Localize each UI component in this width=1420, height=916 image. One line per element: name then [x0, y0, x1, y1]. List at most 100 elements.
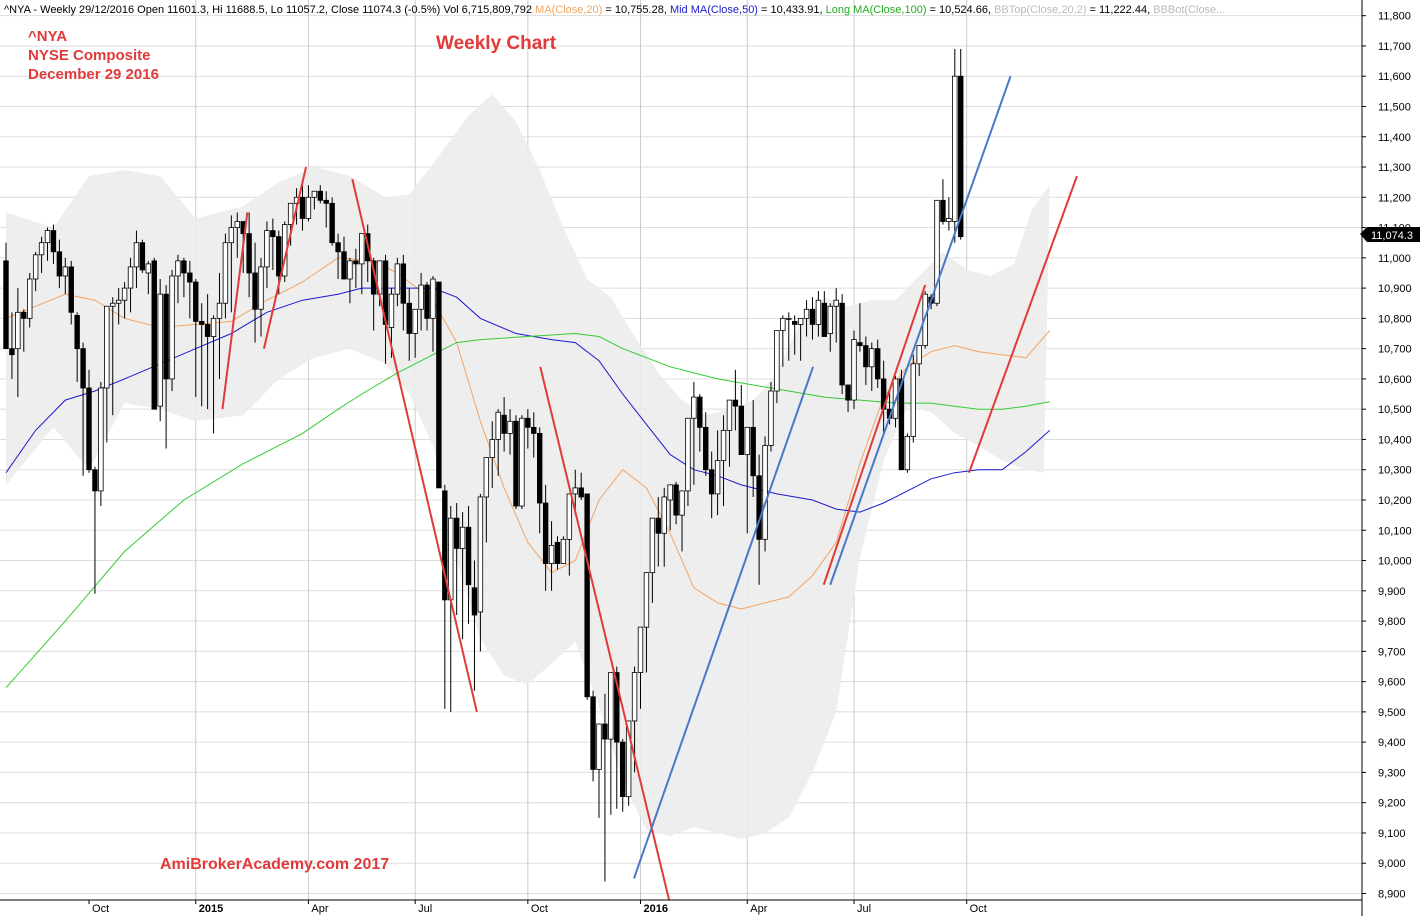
candle-body — [3, 260, 9, 350]
candle-body — [448, 517, 454, 601]
candle — [341, 236, 347, 280]
candle-body — [145, 263, 152, 274]
candle-body — [910, 363, 916, 437]
candle-body — [169, 275, 175, 380]
candle — [667, 484, 673, 531]
candle-body — [732, 399, 739, 407]
candle — [708, 451, 715, 519]
red-trendline — [221, 212, 249, 410]
candle — [62, 257, 68, 295]
candle-body — [151, 260, 157, 410]
candle-body — [940, 199, 946, 222]
candle — [720, 415, 727, 507]
y-tick-label: 10,100 — [1378, 525, 1412, 537]
candle — [649, 517, 656, 603]
candle — [869, 342, 875, 392]
candle-body — [471, 587, 478, 616]
header-bbtop-value: = 11,222.44, — [1089, 4, 1150, 16]
candle — [637, 626, 644, 709]
candle-body — [436, 281, 442, 489]
candle — [104, 305, 110, 443]
candle-body — [738, 405, 745, 455]
x-tick-label: Jul — [857, 903, 871, 915]
candle-body — [9, 348, 15, 356]
header-bbtop-label: BBTop(Close,20,2) — [994, 4, 1086, 16]
candle-body — [311, 190, 318, 198]
candle-body — [720, 429, 727, 462]
candle — [703, 412, 709, 476]
candle — [643, 572, 650, 673]
candle — [548, 521, 555, 591]
candle — [21, 309, 27, 352]
candle-body — [418, 284, 424, 310]
candle — [198, 303, 205, 407]
red-trendline — [262, 166, 308, 349]
candle — [305, 185, 312, 222]
candle — [406, 288, 412, 361]
candle-body — [655, 517, 661, 534]
candle — [560, 536, 567, 564]
candle — [359, 233, 365, 295]
candle — [68, 260, 74, 325]
candle — [187, 260, 193, 319]
candle — [750, 400, 756, 497]
candle — [863, 336, 869, 385]
y-tick-label: 9,000 — [1378, 858, 1406, 870]
candle — [697, 394, 703, 452]
y-tick-label: 10,300 — [1378, 465, 1412, 477]
candle — [620, 739, 626, 812]
candle — [204, 294, 211, 410]
candle — [685, 417, 691, 507]
y-tick-label: 9,600 — [1378, 677, 1406, 689]
price-tag: 11,074.3 — [1360, 227, 1420, 242]
candle-body — [175, 260, 181, 277]
candle — [353, 248, 359, 289]
candle — [145, 260, 152, 295]
candle — [311, 190, 318, 210]
candle — [163, 285, 169, 449]
candle-body — [489, 439, 495, 459]
y-tick-label: 10,200 — [1378, 495, 1412, 507]
candle-body — [323, 199, 329, 204]
candle-body — [857, 342, 863, 347]
candle-body — [329, 202, 335, 244]
candle-body — [649, 517, 656, 574]
candle-body — [56, 251, 63, 277]
candle-body — [774, 330, 780, 392]
candle-body — [946, 218, 952, 222]
candle-body — [287, 202, 294, 225]
candle — [483, 457, 490, 543]
y-tick-label: 9,800 — [1378, 616, 1406, 628]
candle — [614, 666, 620, 809]
candle-body — [115, 299, 122, 304]
candle-body — [68, 266, 74, 313]
candle-body — [92, 469, 98, 492]
candle-body — [424, 284, 430, 319]
candle — [27, 272, 33, 328]
candle — [797, 317, 804, 361]
candle — [489, 421, 495, 488]
y-tick-label: 8,900 — [1378, 889, 1406, 901]
candle-body — [317, 190, 323, 201]
candle — [56, 239, 63, 289]
candle-body — [181, 260, 187, 274]
candle — [32, 251, 39, 292]
candle-body — [400, 263, 407, 304]
candle — [157, 279, 163, 422]
candle — [299, 182, 306, 231]
candle-body — [821, 302, 828, 337]
candle — [542, 484, 549, 591]
y-tick-label: 10,000 — [1378, 556, 1412, 568]
candle — [566, 493, 573, 576]
candle — [495, 409, 501, 476]
x-tick-label: Oct — [92, 903, 109, 915]
ma100-line — [5, 332, 1050, 689]
candle — [234, 212, 240, 258]
candle-body — [234, 221, 240, 228]
blue-trendline — [633, 366, 815, 879]
x-tick-label: 2016 — [644, 903, 668, 915]
candle — [732, 369, 739, 431]
candle — [400, 254, 407, 331]
candle-body — [809, 308, 816, 325]
candle-body — [412, 308, 418, 334]
